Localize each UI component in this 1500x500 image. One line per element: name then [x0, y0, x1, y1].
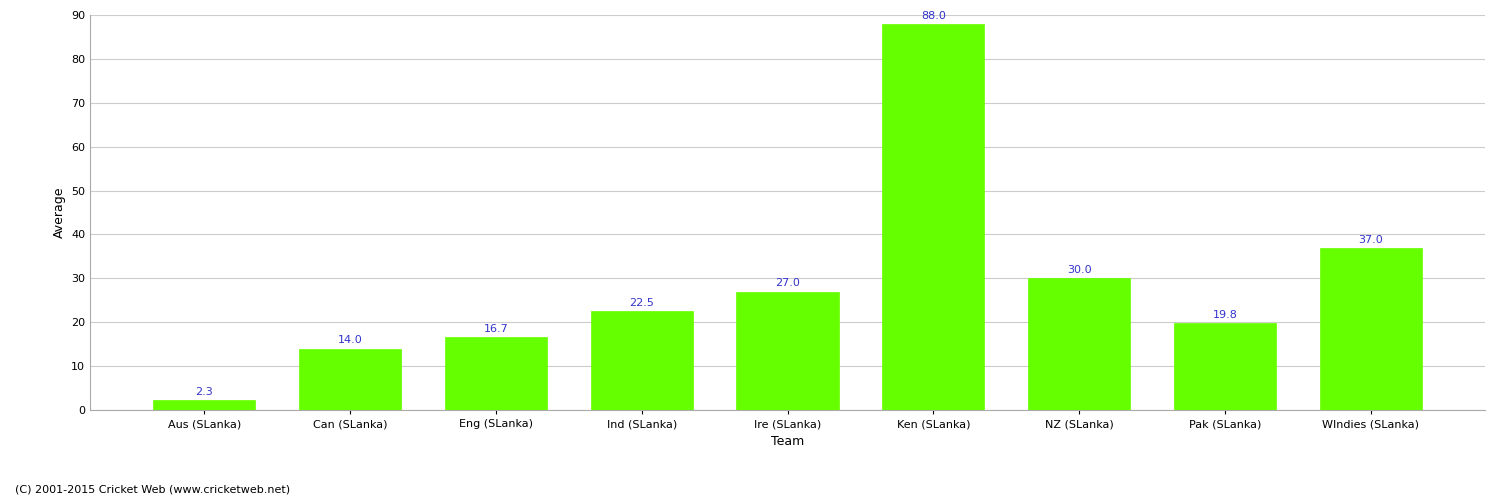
- Text: 27.0: 27.0: [776, 278, 800, 288]
- Text: 37.0: 37.0: [1358, 234, 1383, 244]
- Bar: [736, 292, 839, 410]
- Text: 30.0: 30.0: [1066, 266, 1092, 276]
- X-axis label: Team: Team: [771, 434, 804, 448]
- Y-axis label: Average: Average: [53, 186, 66, 238]
- Text: 88.0: 88.0: [921, 10, 945, 20]
- Text: 2.3: 2.3: [195, 387, 213, 397]
- Bar: [446, 336, 548, 410]
- Bar: [153, 400, 255, 410]
- Bar: [1320, 248, 1422, 410]
- Text: 14.0: 14.0: [338, 336, 363, 345]
- Text: (C) 2001-2015 Cricket Web (www.cricketweb.net): (C) 2001-2015 Cricket Web (www.cricketwe…: [15, 485, 290, 495]
- Bar: [882, 24, 984, 410]
- Bar: [1028, 278, 1130, 410]
- Bar: [298, 348, 400, 410]
- Text: 22.5: 22.5: [630, 298, 654, 308]
- Text: 16.7: 16.7: [483, 324, 508, 334]
- Text: 19.8: 19.8: [1212, 310, 1237, 320]
- Bar: [591, 311, 693, 410]
- Bar: [1174, 323, 1276, 410]
